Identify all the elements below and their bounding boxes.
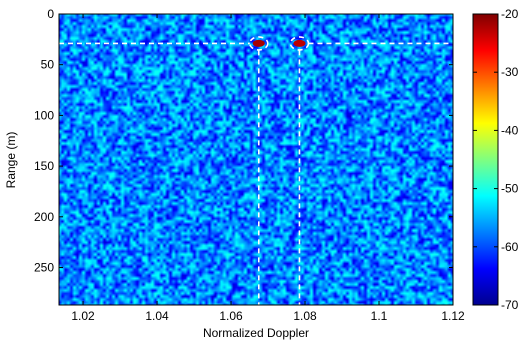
plot-frame bbox=[58, 13, 454, 306]
guide-lines bbox=[59, 36, 453, 305]
colorbar-tick-label: -40 bbox=[501, 123, 519, 137]
colorbar-ticks: -20 -30 -40 -50 -60 -70 bbox=[473, 7, 519, 312]
plot-area bbox=[58, 13, 454, 306]
y-axis-title: Range (m) bbox=[4, 132, 18, 189]
colorbar-tick-label: -60 bbox=[501, 240, 519, 254]
x-tick-label: 1.04 bbox=[145, 309, 169, 323]
colorbar-tick-label: -50 bbox=[501, 182, 519, 196]
x-axis-title: Normalized Doppler bbox=[203, 326, 309, 340]
y-axis: 0 50 100 150 200 250 bbox=[34, 7, 453, 274]
colorbar-scale bbox=[472, 13, 499, 306]
colorbar-tick-label: -30 bbox=[501, 65, 519, 79]
y-tick-label: 100 bbox=[34, 108, 54, 122]
x-tick-label: 1.12 bbox=[441, 309, 465, 323]
x-tick-label: 1.02 bbox=[71, 309, 95, 323]
y-tick-label: 150 bbox=[34, 159, 54, 173]
x-tick-label: 1.1 bbox=[371, 309, 388, 323]
x-axis: 1.02 1.04 1.06 1.08 1.1 1.12 bbox=[71, 14, 465, 323]
target-marker-ring bbox=[248, 36, 269, 51]
colorbar-tick-label: -20 bbox=[501, 7, 519, 21]
y-tick-label: 50 bbox=[41, 58, 55, 72]
target-1 bbox=[252, 39, 265, 47]
y-tick-label: 250 bbox=[34, 260, 54, 274]
targets-layer bbox=[252, 39, 306, 47]
y-tick-label: 200 bbox=[34, 210, 54, 224]
colorbar: -20 -30 -40 -50 -60 -70 bbox=[472, 7, 519, 312]
target-marker-ring bbox=[289, 36, 310, 51]
x-tick-label: 1.06 bbox=[219, 309, 243, 323]
colorbar-tick-label: -70 bbox=[501, 298, 519, 312]
x-tick-label: 1.08 bbox=[293, 309, 317, 323]
target-2 bbox=[293, 39, 306, 47]
y-tick-label: 0 bbox=[47, 7, 54, 21]
heatmap-image bbox=[59, 14, 453, 305]
